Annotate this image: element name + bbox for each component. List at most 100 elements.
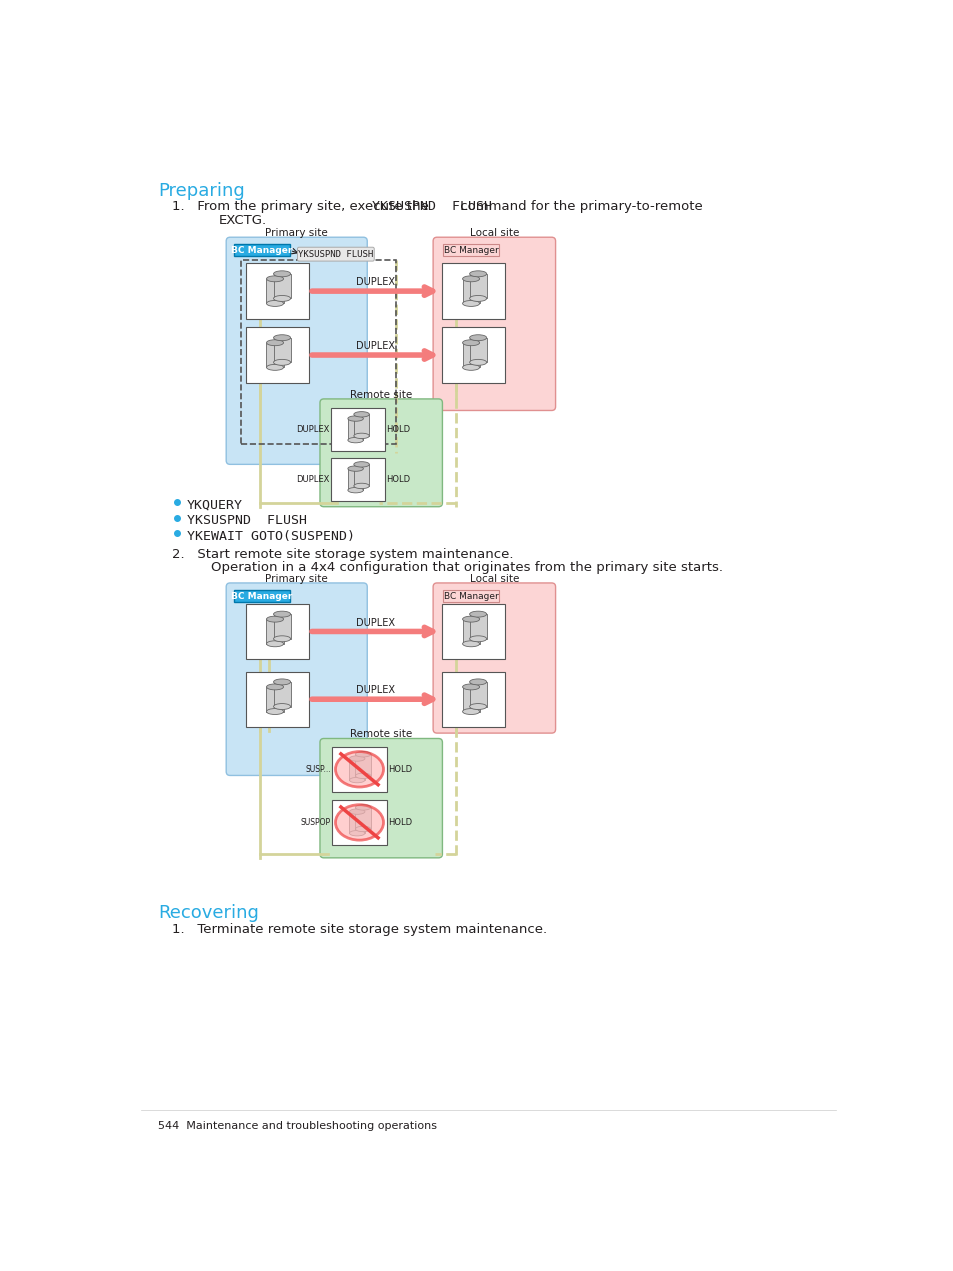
Text: DUPLEX: DUPLEX [355, 277, 395, 287]
Text: Primary site: Primary site [265, 573, 328, 583]
Bar [462, 686, 479, 712]
Ellipse shape [349, 808, 365, 815]
Ellipse shape [266, 276, 283, 282]
Ellipse shape [462, 641, 479, 647]
Text: 2.   Start remote site storage system maintenance.: 2. Start remote site storage system main… [172, 548, 513, 561]
Bar [348, 418, 363, 440]
Ellipse shape [469, 704, 486, 709]
Text: Local site: Local site [469, 228, 518, 238]
Ellipse shape [469, 679, 486, 685]
Bar [332, 799, 386, 845]
Ellipse shape [354, 412, 369, 417]
Bar [355, 807, 371, 829]
Text: Primary site: Primary site [265, 228, 328, 238]
Ellipse shape [266, 616, 283, 622]
Text: SUSPOP: SUSPOP [300, 819, 331, 827]
Ellipse shape [348, 466, 363, 472]
Ellipse shape [266, 300, 283, 306]
Bar [354, 414, 369, 436]
Bar [348, 469, 363, 491]
Text: BC Manager: BC Manager [443, 591, 498, 600]
Text: BC Manager: BC Manager [231, 591, 293, 600]
Bar [274, 273, 291, 299]
Ellipse shape [349, 756, 365, 761]
Ellipse shape [469, 611, 486, 618]
Bar [441, 328, 505, 383]
Text: SUSP...: SUSP... [305, 765, 331, 774]
Ellipse shape [462, 708, 479, 714]
Ellipse shape [335, 751, 383, 787]
Text: HOLD: HOLD [388, 765, 412, 774]
Ellipse shape [274, 334, 291, 341]
FancyBboxPatch shape [226, 238, 367, 464]
Text: BC Manager: BC Manager [231, 245, 293, 254]
Ellipse shape [335, 805, 383, 840]
FancyBboxPatch shape [226, 583, 367, 775]
Ellipse shape [348, 437, 363, 442]
Text: HOLD: HOLD [386, 475, 411, 484]
Ellipse shape [274, 704, 291, 709]
Text: YKSUSPND  FLUSH: YKSUSPND FLUSH [187, 515, 306, 527]
Ellipse shape [462, 300, 479, 306]
Bar [349, 759, 365, 780]
Ellipse shape [349, 778, 365, 783]
Ellipse shape [266, 365, 283, 370]
Text: Operation in a 4x4 configuration that originates from the primary site starts.: Operation in a 4x4 configuration that or… [211, 562, 722, 574]
Bar [274, 614, 291, 639]
Bar [266, 686, 283, 712]
Bar [441, 263, 505, 319]
Bar [462, 619, 479, 644]
Ellipse shape [348, 416, 363, 421]
Text: YKSUSPND FLUSH: YKSUSPND FLUSH [298, 249, 373, 259]
Bar [462, 343, 479, 367]
Text: DUPLEX: DUPLEX [295, 425, 329, 433]
Ellipse shape [355, 826, 371, 831]
FancyBboxPatch shape [233, 244, 290, 257]
FancyBboxPatch shape [433, 238, 555, 411]
Bar [469, 273, 486, 299]
Ellipse shape [274, 679, 291, 685]
Ellipse shape [266, 684, 283, 690]
Ellipse shape [355, 773, 371, 779]
Text: HOLD: HOLD [386, 425, 411, 433]
Text: DUPLEX: DUPLEX [355, 341, 395, 351]
Ellipse shape [348, 488, 363, 493]
Bar [469, 614, 486, 639]
Ellipse shape [274, 271, 291, 277]
Ellipse shape [462, 684, 479, 690]
Ellipse shape [349, 830, 365, 836]
Ellipse shape [274, 611, 291, 618]
Bar [245, 328, 309, 383]
Bar [274, 683, 291, 707]
Text: DUPLEX: DUPLEX [355, 618, 395, 628]
Ellipse shape [469, 295, 486, 301]
FancyBboxPatch shape [443, 590, 498, 602]
Text: DUPLEX: DUPLEX [355, 685, 395, 695]
Ellipse shape [274, 295, 291, 301]
Bar [331, 408, 385, 450]
Ellipse shape [469, 271, 486, 277]
Text: command for the primary-to-remote: command for the primary-to-remote [456, 201, 701, 214]
FancyBboxPatch shape [319, 399, 442, 507]
Text: 1.   From the primary site, execute the: 1. From the primary site, execute the [172, 201, 433, 214]
Text: Remote site: Remote site [350, 730, 412, 740]
Ellipse shape [274, 360, 291, 365]
Bar [241, 259, 395, 445]
Ellipse shape [462, 365, 479, 370]
Text: Recovering: Recovering [158, 904, 258, 921]
Text: Preparing: Preparing [158, 182, 245, 200]
FancyBboxPatch shape [319, 738, 442, 858]
Ellipse shape [469, 334, 486, 341]
FancyBboxPatch shape [433, 583, 555, 733]
Text: HOLD: HOLD [388, 819, 412, 827]
Bar [245, 263, 309, 319]
Bar [469, 338, 486, 362]
Bar [441, 604, 505, 660]
Bar [462, 278, 479, 304]
Bar [245, 604, 309, 660]
FancyBboxPatch shape [297, 248, 374, 261]
Bar [349, 812, 365, 834]
Text: DUPLEX: DUPLEX [295, 475, 329, 484]
Text: YKSUSPND  FLUSH: YKSUSPND FLUSH [372, 201, 492, 214]
Ellipse shape [469, 360, 486, 365]
